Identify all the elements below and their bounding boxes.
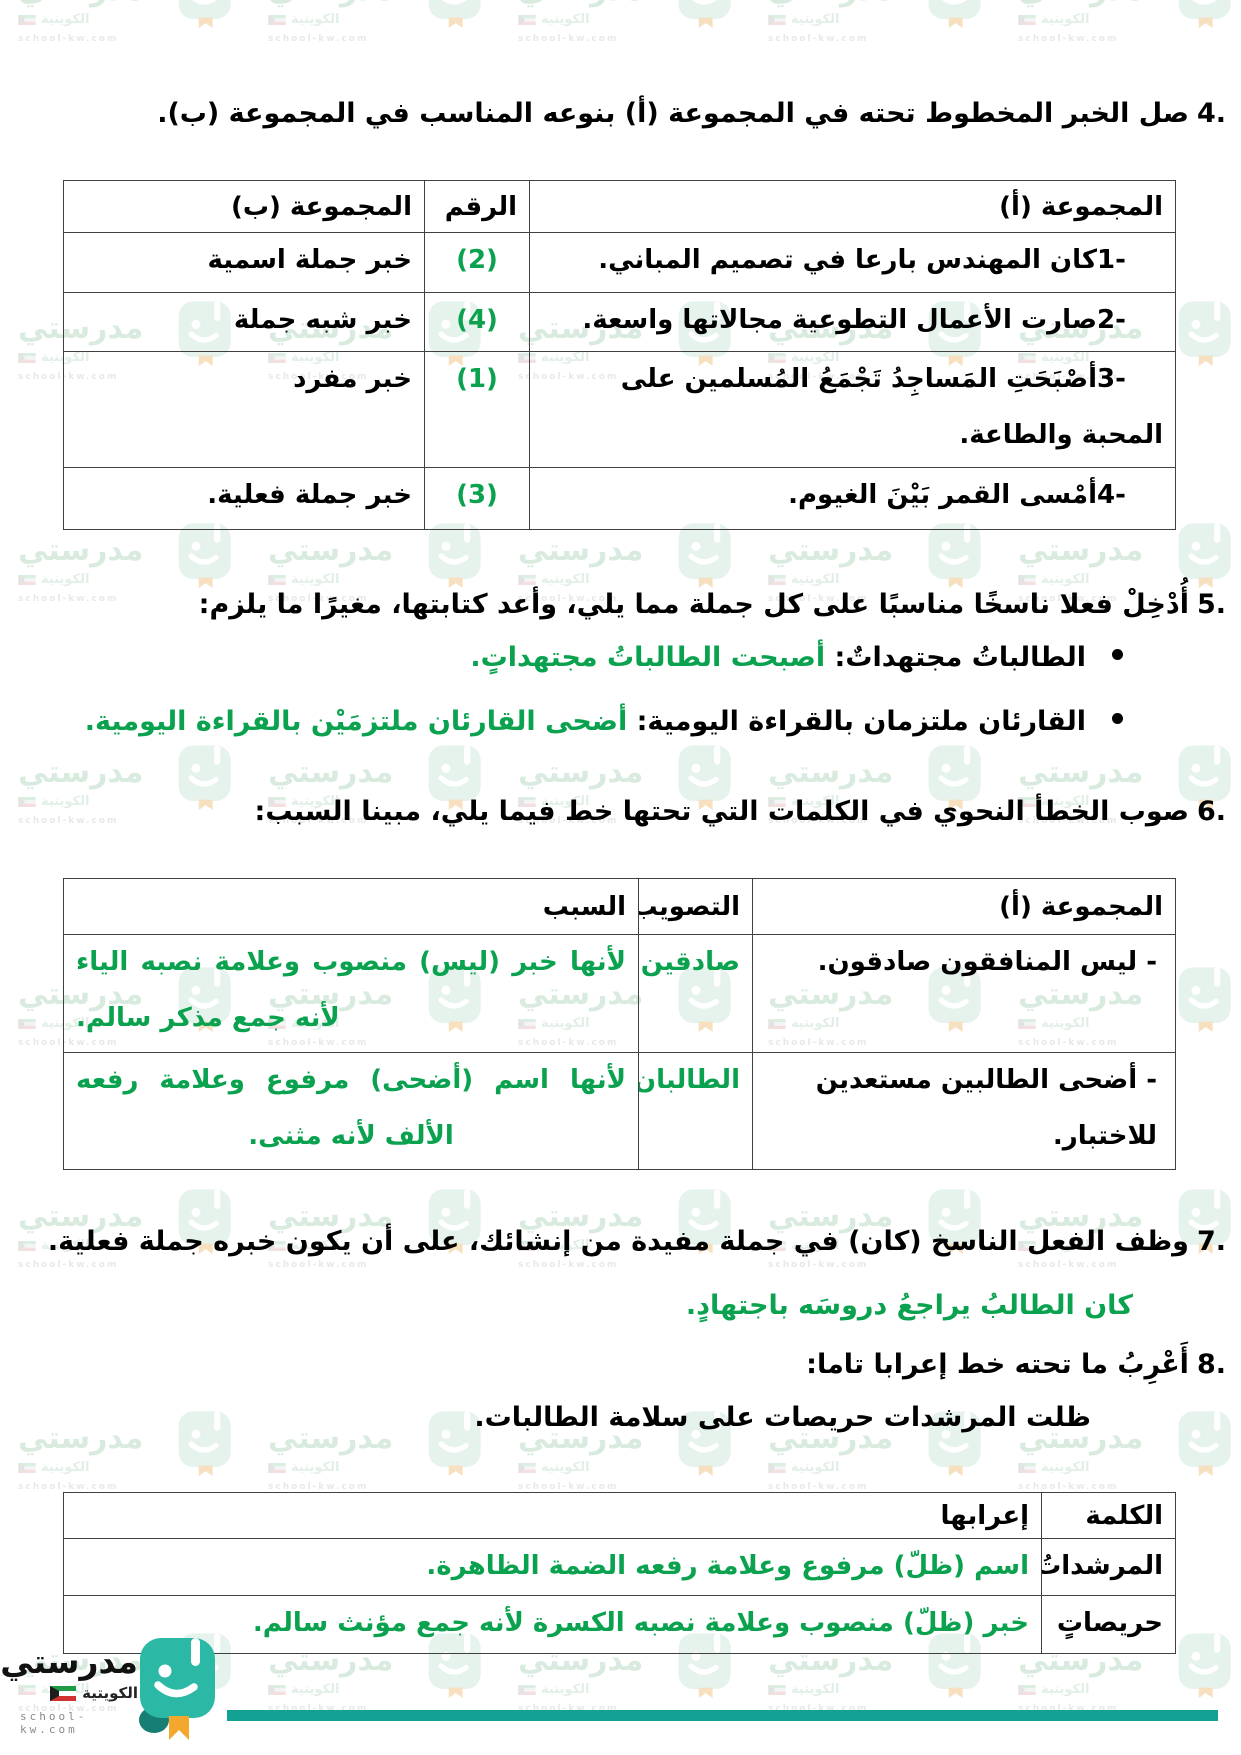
header-group-b: المجموعة (ب) <box>63 180 425 233</box>
table-header-row: المجموعة (أ) الرقم المجموعة (ب) <box>63 180 1176 233</box>
correction-table: المجموعة (أ) التصويب السبب - ليس المنافق… <box>63 878 1176 1170</box>
answer-number-cell: (1) <box>424 351 530 468</box>
header-word: الكلمة <box>1041 1492 1176 1539</box>
sentence-text: كان المهندس بارعا في تصميم المباني. <box>598 245 1097 275</box>
footer-logo-text: مدرستي الكويتية school-kw.com <box>0 1645 138 1736</box>
question-8-number: 8. <box>1196 1349 1226 1380</box>
question-5-text: أُدْخِلْ فعلا ناسخًا مناسبًا على كل جملة… <box>198 589 1189 620</box>
matching-table: المجموعة (أ) الرقم المجموعة (ب) 1-كان ال… <box>63 180 1176 530</box>
answer-number-cell: (2) <box>424 232 530 293</box>
header-group-a: المجموعة (أ) <box>529 180 1176 233</box>
predicate-type-cell: خبر جملة اسمية <box>63 232 425 293</box>
question-4-number: 4. <box>1196 98 1226 129</box>
question-7-text: وظف الفعل الناسخ (كان) في جملة مفيدة من … <box>47 1226 1189 1257</box>
kuwait-flag-icon <box>50 1685 77 1701</box>
question-6-number: 6. <box>1196 796 1226 827</box>
sentence-cell: 1-كان المهندس بارعا في تصميم المباني. <box>529 232 1176 293</box>
header-number: الرقم <box>424 180 530 233</box>
table-row: 4-أمْسى القمر بَيْنَ الغيوم. (3) خبر جمل… <box>63 467 1176 530</box>
list-item: القارئان ملتزمان بالقراءة اليومية: أضحى … <box>85 706 1123 737</box>
parsing-cell: خبر (ظلّ) منصوب وعلامة نصبه الكسرة لأنه … <box>63 1594 1042 1654</box>
table-row: المرشداتُ اسم (ظلّ) مرفوع وعلامة رفعه ال… <box>63 1538 1176 1596</box>
item-prompt: القارئان ملتزمان بالقراءة اليومية: <box>636 706 1086 737</box>
list-item: الطالباتُ مجتهداتٌ: أصبحت الطالباتُ مجته… <box>470 642 1123 673</box>
item-prompt: الطالباتُ مجتهداتٌ: <box>834 642 1086 673</box>
predicate-type-cell: خبر شبه جملة <box>63 292 425 352</box>
brand-url: school-kw.com <box>20 1710 88 1736</box>
school-logo-icon <box>138 1636 218 1750</box>
sentence-text: صارت الأعمال التطوعية مجالاتها واسعة. <box>582 305 1097 335</box>
correction-cell: الطالبان <box>638 1052 753 1170</box>
question-8-title: 8.أَعْرِبُ ما تحته خط إعرابا تاما: <box>806 1345 1226 1386</box>
bullet-icon <box>1112 649 1123 660</box>
answer-number-cell: (4) <box>424 292 530 352</box>
reason-cell: لأنها اسم (أضحى) مرفوع وعلامة رفعه الألف… <box>63 1052 639 1170</box>
predicate-type-cell: خبر مفرد <box>63 351 425 468</box>
predicate-type-cell: خبر جملة فعلية. <box>63 467 425 530</box>
brand-name: مدرستي <box>0 1642 138 1681</box>
header-reason: السبب <box>63 878 639 935</box>
question-5-title: 5.أُدْخِلْ فعلا ناسخًا مناسبًا على كل جم… <box>199 585 1226 626</box>
table-header-row: الكلمة إعرابها <box>63 1492 1176 1539</box>
sentence-cell: 4-أمْسى القمر بَيْنَ الغيوم. <box>529 467 1176 530</box>
table-row: 2-صارت الأعمال التطوعية مجالاتها واسعة. … <box>63 292 1176 352</box>
parsing-cell: اسم (ظلّ) مرفوع وعلامة رفعه الضمة الظاهر… <box>63 1538 1042 1596</box>
question-7-title: 7.وظف الفعل الناسخ (كان) في جملة مفيدة م… <box>48 1222 1226 1263</box>
footer-divider-bar <box>227 1710 1218 1721</box>
question-8-sentence: ظلت المرشدات حريصات على سلامة الطالبات. <box>474 1402 1091 1433</box>
item-answer: أضحى القارئان ملتزمَيْن بالقراءة اليومية… <box>84 706 628 737</box>
bullet-icon <box>1112 713 1123 724</box>
question-7-answer: كان الطالبُ يراجعُ دروسَه باجتهادٍ. <box>685 1290 1133 1321</box>
question-4-text: صل الخبر المخطوط تحته في المجموعة (أ) بن… <box>157 98 1189 129</box>
header-correction: التصويب <box>638 878 753 935</box>
item-answer: أصبحت الطالباتُ مجتهداتٍ. <box>470 642 826 673</box>
table-row: - ليس المنافقون صادقون. صادقين لأنها خبر… <box>63 934 1176 1053</box>
parsing-table: الكلمة إعرابها المرشداتُ اسم (ظلّ) مرفوع… <box>63 1492 1176 1654</box>
table-header-row: المجموعة (أ) التصويب السبب <box>63 878 1176 935</box>
sentence-cell: - ليس المنافقون صادقون. <box>752 934 1176 1053</box>
sentence-cell: 3-أصْبَحَتِ المَساجِدُ تَجْمَعُ المُسلمي… <box>529 351 1176 468</box>
sentence-text: أصْبَحَتِ المَساجِدُ تَجْمَعُ المُسلمين … <box>620 364 1163 450</box>
row-number: 1- <box>1097 245 1126 275</box>
table-row: 3-أصْبَحَتِ المَساجِدُ تَجْمَعُ المُسلمي… <box>63 351 1176 468</box>
row-number: 2- <box>1097 305 1126 335</box>
table-row: حريصاتٍ خبر (ظلّ) منصوب وعلامة نصبه الكس… <box>63 1594 1176 1654</box>
reason-cell: لأنها خبر (ليس) منصوب وعلامة نصبه الياء … <box>63 934 639 1053</box>
sentence-cell: - أضحى الطالبين مستعدين للاختبار. <box>752 1052 1176 1170</box>
row-number: 3- <box>1097 364 1126 394</box>
answer-number-cell: (3) <box>424 467 530 530</box>
correction-cell: صادقين <box>638 934 753 1053</box>
header-group-a: المجموعة (أ) <box>752 878 1176 935</box>
brand-subtitle: الكويتية <box>82 1684 138 1702</box>
question-6-text: صوب الخطأ النحوي في الكلمات التي تحتها خ… <box>254 796 1189 827</box>
sentence-text: أمْسى القمر بَيْنَ الغيوم. <box>788 480 1097 510</box>
word-cell: حريصاتٍ <box>1041 1594 1176 1654</box>
table-row: - أضحى الطالبين مستعدين للاختبار. الطالب… <box>63 1052 1176 1170</box>
header-parsing: إعرابها <box>63 1492 1042 1539</box>
question-6-title: 6.صوب الخطأ النحوي في الكلمات التي تحتها… <box>255 792 1226 833</box>
table-row: 1-كان المهندس بارعا في تصميم المباني. (2… <box>63 232 1176 293</box>
question-5-number: 5. <box>1196 589 1226 620</box>
row-number: 4- <box>1097 480 1126 510</box>
question-7-number: 7. <box>1196 1226 1226 1257</box>
word-cell: المرشداتُ <box>1041 1538 1176 1596</box>
question-8-text: أَعْرِبُ ما تحته خط إعرابا تاما: <box>806 1349 1189 1380</box>
sentence-cell: 2-صارت الأعمال التطوعية مجالاتها واسعة. <box>529 292 1176 352</box>
question-4-title: 4.صل الخبر المخطوط تحته في المجموعة (أ) … <box>157 94 1226 135</box>
